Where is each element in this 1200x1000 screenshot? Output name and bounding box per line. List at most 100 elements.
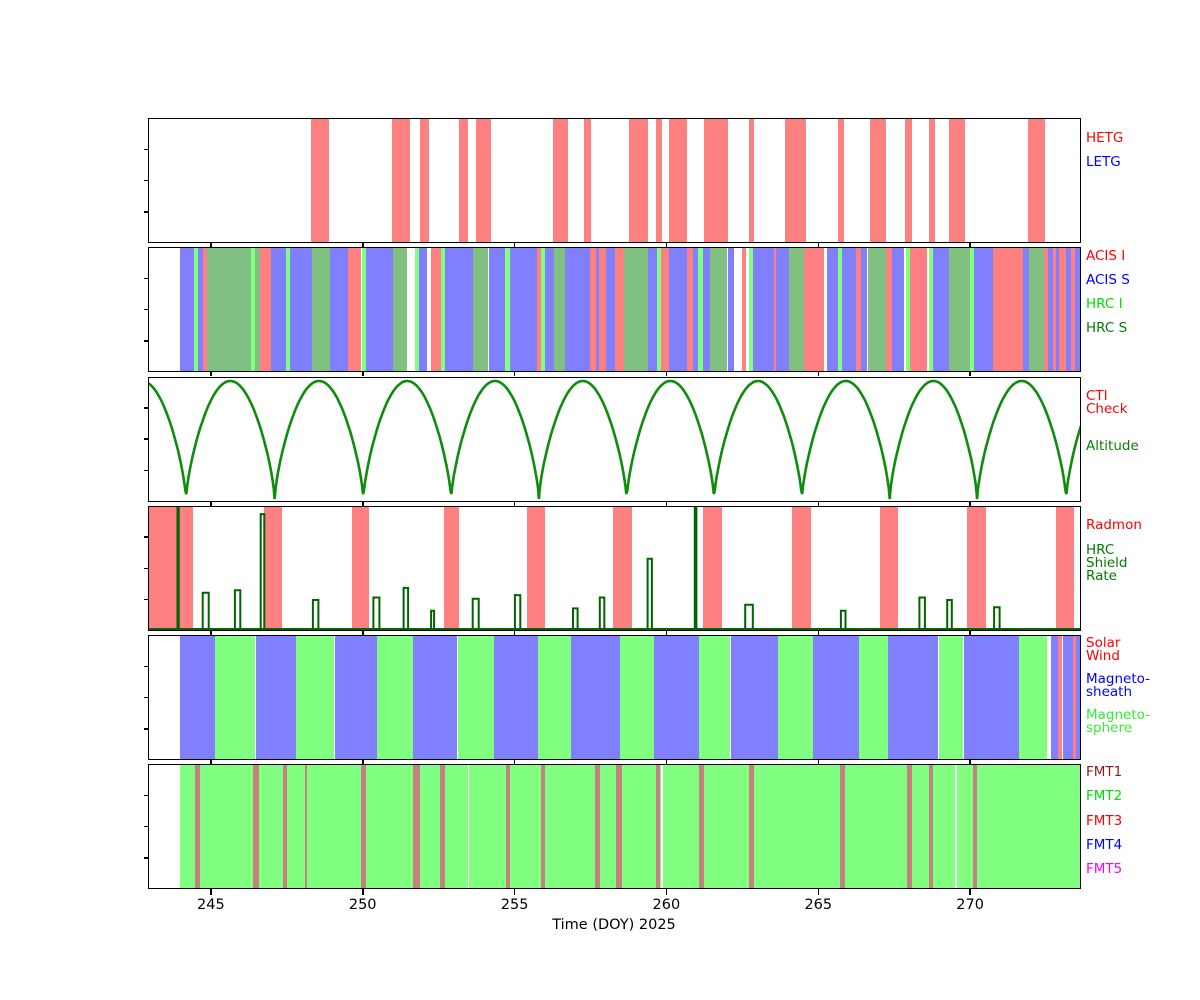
- instrument-segment-acis_s: [827, 247, 839, 372]
- instrument-segment-acis_s: [289, 247, 313, 372]
- legend-label-magneto-sheath: Magneto- sheath: [1086, 671, 1151, 700]
- y-tick-mark: [144, 308, 148, 311]
- instrument-segment-hrc_s: [553, 247, 566, 372]
- radmon-disabled-bar: [527, 505, 546, 631]
- instrument-segment-hrc_s: [623, 247, 649, 372]
- region-segment-magnetosheath: [255, 635, 296, 760]
- x-tick-mark: [665, 243, 668, 247]
- region-segment-magnetosphere: [859, 635, 889, 760]
- panel-instruments: [148, 247, 1081, 372]
- instrument-segment-acis_i: [598, 247, 606, 372]
- instrument-segment-acis_s: [702, 247, 710, 372]
- legend-label-fmt2: FMT2: [1086, 788, 1123, 804]
- x-tick-mark: [210, 372, 212, 376]
- panel-solar-wind-regions: [148, 635, 1081, 760]
- hetg-insertion-bar: [628, 118, 649, 243]
- x-tick-mark: [210, 630, 212, 635]
- region-segment-magnetosheath: [963, 635, 1020, 760]
- instrument-segment-hrc_i: [194, 247, 199, 372]
- x-tick-mark: [362, 760, 364, 764]
- legend-label-fmt4: FMT4: [1086, 837, 1123, 853]
- region-segment-magnetosheath: [334, 635, 377, 760]
- x-tick-mark: [969, 889, 971, 895]
- legend-label-fmt3: FMT3: [1086, 813, 1123, 829]
- x-tick-label: 265: [804, 897, 833, 913]
- region-segment-magnetosheath: [413, 635, 457, 760]
- instrument-segment-acis_s: [198, 247, 203, 372]
- instrument-segment-gap: [824, 247, 828, 372]
- instrument-segment-acis_s: [565, 247, 590, 372]
- fmt1-stripe: [594, 764, 600, 889]
- hetg-insertion-bar: [584, 118, 591, 243]
- instrument-segment-acis_i: [885, 247, 893, 372]
- hetg-insertion-bar: [310, 118, 329, 243]
- region-segment-magnetosheath: [1062, 635, 1074, 760]
- instrument-segment-acis_s: [271, 247, 286, 372]
- instrument-segment-acis_i: [537, 247, 542, 372]
- x-tick-mark: [362, 501, 364, 506]
- instrument-segment-acis_s: [419, 247, 428, 372]
- hetg-insertion-bar: [928, 118, 935, 243]
- y-tick-mark: [144, 857, 148, 859]
- hetg-insertion-bar: [784, 118, 806, 243]
- x-tick-mark: [969, 243, 971, 247]
- fmt-white-gap: [661, 764, 663, 889]
- instrument-segment-gap: [746, 247, 749, 372]
- region-segment-magnetosphere: [538, 635, 572, 760]
- x-tick-mark: [513, 889, 516, 895]
- instrument-segment-acis_s: [1075, 247, 1081, 372]
- y-tick-mark: [144, 277, 148, 279]
- x-tick-mark: [665, 630, 668, 635]
- region-segment-magnetosphere: [295, 635, 335, 760]
- instrument-segment-acis_s: [329, 247, 349, 372]
- legend-label-radmon: Radmon: [1086, 516, 1142, 533]
- radmon-disabled-bar: [967, 505, 986, 631]
- x-tick-mark: [362, 630, 364, 635]
- instrument-segment-hrc_i: [970, 247, 974, 372]
- panel-fmt: [148, 764, 1081, 889]
- instrument-segment-hrc_s: [207, 247, 252, 372]
- instrument-segment-acis_s: [510, 247, 537, 372]
- x-tick-mark: [362, 243, 364, 247]
- y-tick-mark: [144, 469, 148, 471]
- x-tick-mark: [817, 630, 819, 635]
- hetg-insertion-bar: [748, 118, 755, 243]
- instrument-segment-acis_i: [1059, 247, 1067, 372]
- fmt1-stripe: [360, 764, 366, 889]
- instrument-segment-acis_i: [589, 247, 596, 372]
- y-tick-mark: [144, 211, 148, 213]
- instrument-segment-acis_s: [669, 247, 687, 372]
- fmt1-stripe: [749, 764, 755, 889]
- region-segment-magnetosphere: [458, 635, 494, 760]
- y-tick-mark: [144, 598, 148, 601]
- fmt2-base-band: [179, 764, 1081, 889]
- legend-label-letg: LETG: [1086, 154, 1121, 170]
- instrument-segment-acis_i: [661, 247, 670, 372]
- fmt1-stripe: [305, 764, 308, 889]
- legend-label-hrc-i: HRC I: [1086, 296, 1123, 312]
- x-axis-title: Time (DOY) 2025: [552, 917, 676, 933]
- fmt1-stripe: [194, 764, 200, 889]
- instrument-segment-acis_s: [860, 247, 868, 372]
- x-tick-label: 250: [348, 897, 377, 913]
- x-tick-mark: [969, 501, 971, 506]
- instrument-segment-acis_s: [1022, 247, 1030, 372]
- radmon-disabled-bar: [352, 505, 370, 631]
- instrument-segment-hrc_s: [709, 247, 728, 372]
- fmt1-stripe: [929, 764, 934, 889]
- region-segment-magnetosheath: [493, 635, 538, 760]
- region-segment-magnetosheath: [179, 635, 215, 760]
- fmt1-stripe: [616, 764, 623, 889]
- instrument-segment-acis_i: [348, 247, 362, 372]
- hrc-shield-rate-line: [148, 506, 1081, 630]
- radmon-disabled-bar: [612, 505, 633, 631]
- region-segment-magnetosheath: [730, 635, 779, 760]
- instrument-segment-hrc_s: [312, 247, 330, 372]
- region-segment-magnetosphere: [1019, 635, 1048, 760]
- x-tick-mark: [665, 372, 668, 376]
- x-tick-label: 270: [956, 897, 984, 913]
- instrument-segment-acis_i: [909, 247, 928, 372]
- x-tick-mark: [513, 760, 516, 764]
- instrument-segment-acis_i: [774, 247, 777, 372]
